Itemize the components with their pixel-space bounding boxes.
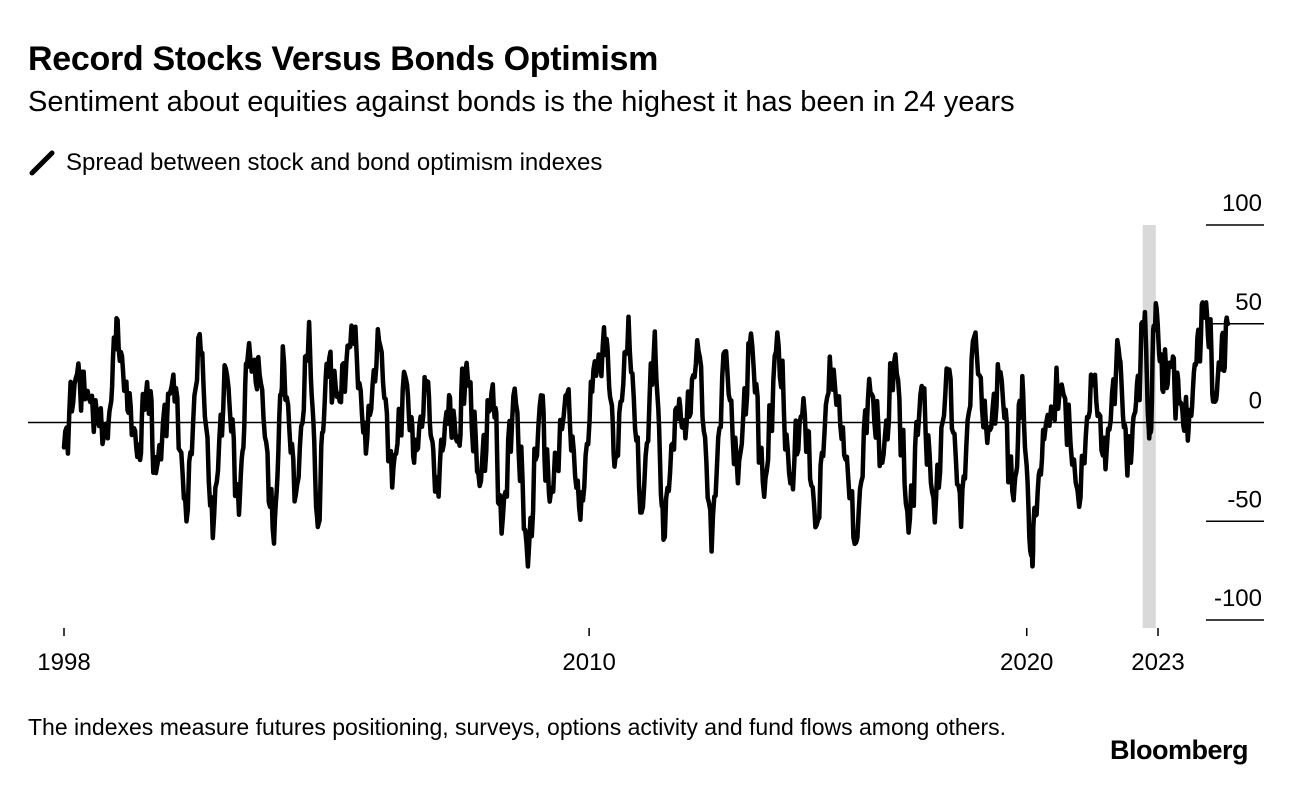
y-tick-label: 50 <box>1235 289 1262 316</box>
x-tick-label: 2010 <box>562 649 615 676</box>
x-tick-label: 2023 <box>1131 649 1184 676</box>
x-tick-label: 2020 <box>1000 649 1053 676</box>
line-chart: 100 50 0 -50 -100 1998 2010 2020 2023 <box>28 190 1264 676</box>
line-legend-icon <box>29 150 55 176</box>
legend: Spread between stock and bond optimism i… <box>28 149 602 177</box>
legend-label: Spread between stock and bond optimism i… <box>66 149 603 176</box>
chart-title: Record Stocks Versus Bonds Optimism <box>28 40 659 78</box>
footnote: The indexes measure futures positioning,… <box>28 714 1007 740</box>
series-line <box>61 300 1231 569</box>
y-tick-label: 0 <box>1249 388 1262 415</box>
x-tick-label: 1998 <box>37 649 90 676</box>
chart-subtitle: Sentiment about equities against bonds i… <box>28 86 1015 118</box>
y-tick-label: 100 <box>1222 190 1262 217</box>
y-tick-label: -50 <box>1227 486 1262 513</box>
y-tick-label: -100 <box>1214 585 1262 612</box>
bloomberg-logo: Bloomberg <box>1110 735 1249 765</box>
